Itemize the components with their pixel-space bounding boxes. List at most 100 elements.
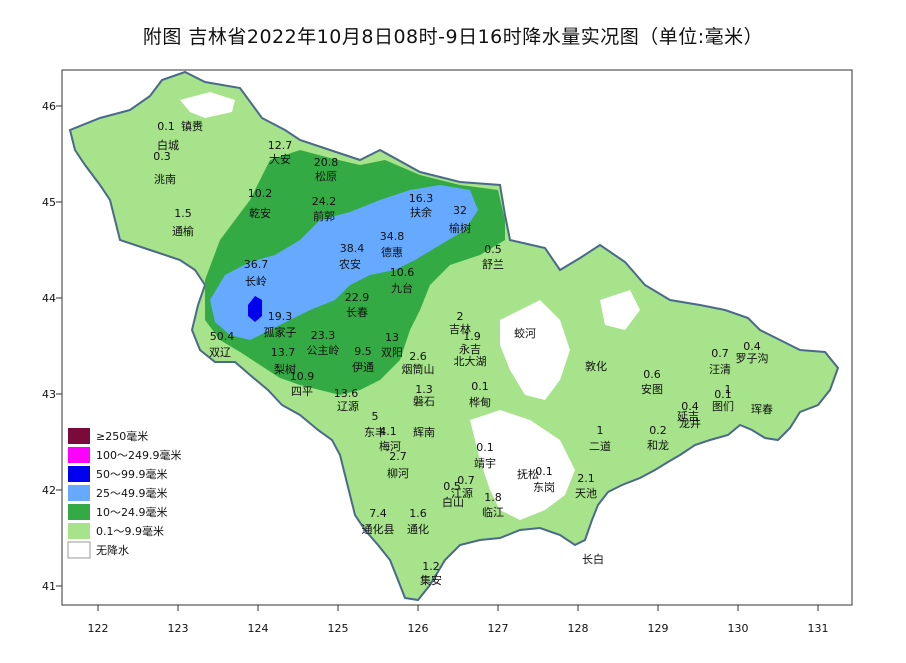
y-axis: 46 45 44 43 42 41: [42, 100, 56, 593]
station-value: 34.8: [380, 230, 405, 243]
station-name: 东丰: [364, 426, 386, 439]
station-value: 10.9: [290, 370, 315, 383]
station-name: 四平: [291, 385, 313, 398]
station-name: 天池: [575, 487, 597, 500]
station-value: 0.7: [711, 347, 729, 360]
station-name: 靖宇: [474, 457, 496, 470]
legend: ≥250毫米 100～249.9毫米 50～99.9毫米 25～49.9毫米 1…: [67, 428, 182, 559]
x-tick: 122: [88, 622, 109, 635]
station-name: 抚松: [517, 467, 539, 481]
x-tick: 126: [408, 622, 429, 635]
y-tick: 45: [42, 196, 56, 209]
station-name: 舒兰: [482, 257, 504, 271]
legend-label: 10～24.9毫米: [96, 505, 168, 519]
x-tick: 129: [648, 622, 669, 635]
legend-label: 0.1～9.9毫米: [96, 524, 164, 538]
station-name: 柳河: [387, 466, 409, 480]
y-tick: 44: [42, 292, 56, 305]
station-name: 镇赉: [181, 119, 203, 133]
station-name: 松原: [315, 169, 337, 183]
legend-swatch: [68, 428, 90, 444]
station-value: 0.1: [157, 120, 175, 133]
station-name: 珲春: [751, 403, 773, 416]
station-value: 1.3: [415, 383, 433, 396]
station-name: 永吉: [459, 342, 481, 356]
station-value: 10.6: [390, 266, 415, 279]
station-name: 吉林: [449, 322, 471, 336]
station-name: 长岭: [245, 274, 267, 288]
station-name: 长白: [582, 552, 604, 566]
station-name: 伊通: [352, 361, 374, 374]
x-axis: 122 123 124 125 126 127 128 129 130 131: [88, 622, 829, 635]
station-value: 1.5: [174, 207, 192, 220]
station-name: 磐石: [413, 394, 435, 408]
station-value: 9.5: [354, 345, 372, 358]
station-value: 0.1: [714, 388, 732, 401]
station-value: 32: [453, 204, 467, 217]
rain-50-100-spot: [248, 296, 262, 322]
legend-label: 50～99.9毫米: [96, 467, 168, 481]
legend-swatch: [68, 523, 90, 539]
station-value: 23.3: [311, 329, 336, 342]
station-name: 大安: [269, 152, 291, 166]
x-tick: 124: [248, 622, 269, 635]
station-name: 双辽: [209, 346, 231, 359]
station-value: 1.9: [463, 330, 481, 343]
station-value: 1: [725, 383, 732, 396]
station-value: 0.5: [443, 480, 461, 493]
station-name: 通榆: [172, 224, 194, 238]
legend-swatch: [68, 504, 90, 520]
station-name: 安图: [641, 382, 663, 396]
y-tick: 42: [42, 484, 56, 497]
tick-marks: [56, 105, 819, 611]
station-value: 13.6: [334, 387, 359, 400]
station-name: 农安: [339, 257, 361, 271]
station-value: 2.1: [577, 472, 595, 485]
rain-25-50-area: [210, 185, 478, 340]
station-name: 龙井: [679, 416, 701, 430]
x-tick: 131: [808, 622, 829, 635]
legend-swatch: [68, 466, 90, 482]
station-value: 1.2: [422, 560, 440, 573]
no-rain-area-east: [500, 300, 570, 400]
station-name: 白城: [157, 138, 179, 152]
map-title: 附图 吉林省2022年10月8日08时-9日16时降水量实况图（单位:毫米）: [142, 26, 764, 48]
legend-label: 无降水: [96, 543, 129, 557]
legend-swatch: [68, 485, 90, 501]
station-value: 2.7: [389, 450, 407, 463]
station-value: 22.9: [345, 291, 370, 304]
station-value: 0.7: [457, 474, 475, 487]
station-value: 5: [372, 410, 379, 423]
station-name: 辉南: [413, 426, 435, 439]
y-tick: 43: [42, 388, 56, 401]
x-tick: 125: [328, 622, 349, 635]
station-name: 烟筒山: [402, 362, 435, 376]
station-name: 前郭: [313, 209, 335, 223]
station-name: 汪清: [709, 363, 731, 376]
station-value: 36.7: [244, 258, 269, 271]
station-name: 东岗: [533, 481, 555, 494]
station-name: 通化: [407, 522, 429, 536]
y-tick: 41: [42, 580, 56, 593]
station-value: 0.4: [743, 340, 761, 353]
station-value: 19.3: [268, 310, 293, 323]
legend-swatch: [68, 447, 90, 463]
station-name: 延吉: [677, 410, 699, 423]
station-value: 0.1: [535, 465, 553, 478]
station-value: 1: [597, 424, 604, 437]
station-name: 通化县: [362, 522, 395, 536]
x-tick: 128: [568, 622, 589, 635]
station-name: 乾安: [249, 206, 271, 220]
station-name: 德惠: [381, 245, 403, 259]
station-value: 13: [385, 331, 399, 344]
station-name: 集安: [420, 573, 442, 587]
station-layer: 镇赉0.1白城0.3洮南大安12.7松原20.8前郭24.2乾安10.2通榆1.…: [153, 119, 773, 587]
station-name: 蛟河: [514, 326, 536, 340]
station-name: 桦甸: [469, 395, 491, 409]
station-name: 扶余: [410, 205, 432, 219]
y-tick: 46: [42, 100, 56, 113]
station-value: 0.5: [484, 243, 502, 256]
no-rain-area-south: [470, 410, 575, 520]
station-name: 临江: [482, 505, 504, 519]
legend-swatch: [67, 541, 91, 559]
